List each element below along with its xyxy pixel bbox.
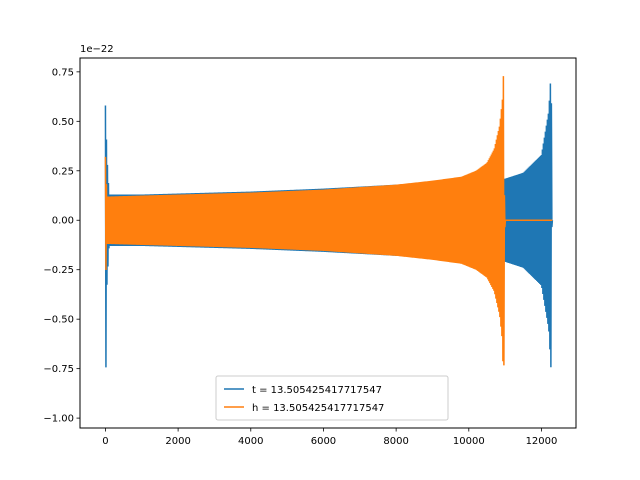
y-tick-label: 0.00 (52, 216, 74, 227)
legend-label-1: t = 13.505425417717547 (252, 385, 382, 396)
series-layer (104, 76, 554, 368)
y-tick-label: −0.50 (43, 315, 74, 326)
y-axis: −1.00 −0.75 −0.50 −0.25 0.00 0.25 0.50 0.75 (43, 67, 80, 425)
y-tick-label: −1.00 (43, 414, 74, 425)
x-tick-label: 8000 (383, 436, 408, 447)
x-tick-label: 2000 (165, 436, 190, 447)
x-axis: 0 2000 4000 6000 8000 10000 12000 (102, 428, 557, 447)
x-tick-label: 4000 (238, 436, 263, 447)
plot-area (79, 57, 577, 429)
y-tick-label: 0.25 (52, 166, 74, 177)
x-tick-label: 6000 (311, 436, 336, 447)
y-tick-label: 0.75 (52, 67, 74, 78)
x-tick-label: 12000 (526, 436, 558, 447)
y-tick-label: 0.50 (52, 117, 74, 128)
y-offset-label: 1e−22 (80, 44, 114, 55)
legend-label-2: h = 13.505425417717547 (252, 403, 384, 414)
series-line-2 (104, 76, 553, 366)
x-tick-label: 10000 (453, 436, 485, 447)
axes-frame (79, 57, 577, 429)
y-tick-label: −0.25 (43, 265, 74, 276)
legend: t = 13.505425417717547 h = 13.50542541771… (215, 375, 449, 421)
legend-box (215, 375, 449, 421)
x-tick-label: 0 (102, 436, 108, 447)
y-tick-label: −0.75 (43, 364, 74, 375)
